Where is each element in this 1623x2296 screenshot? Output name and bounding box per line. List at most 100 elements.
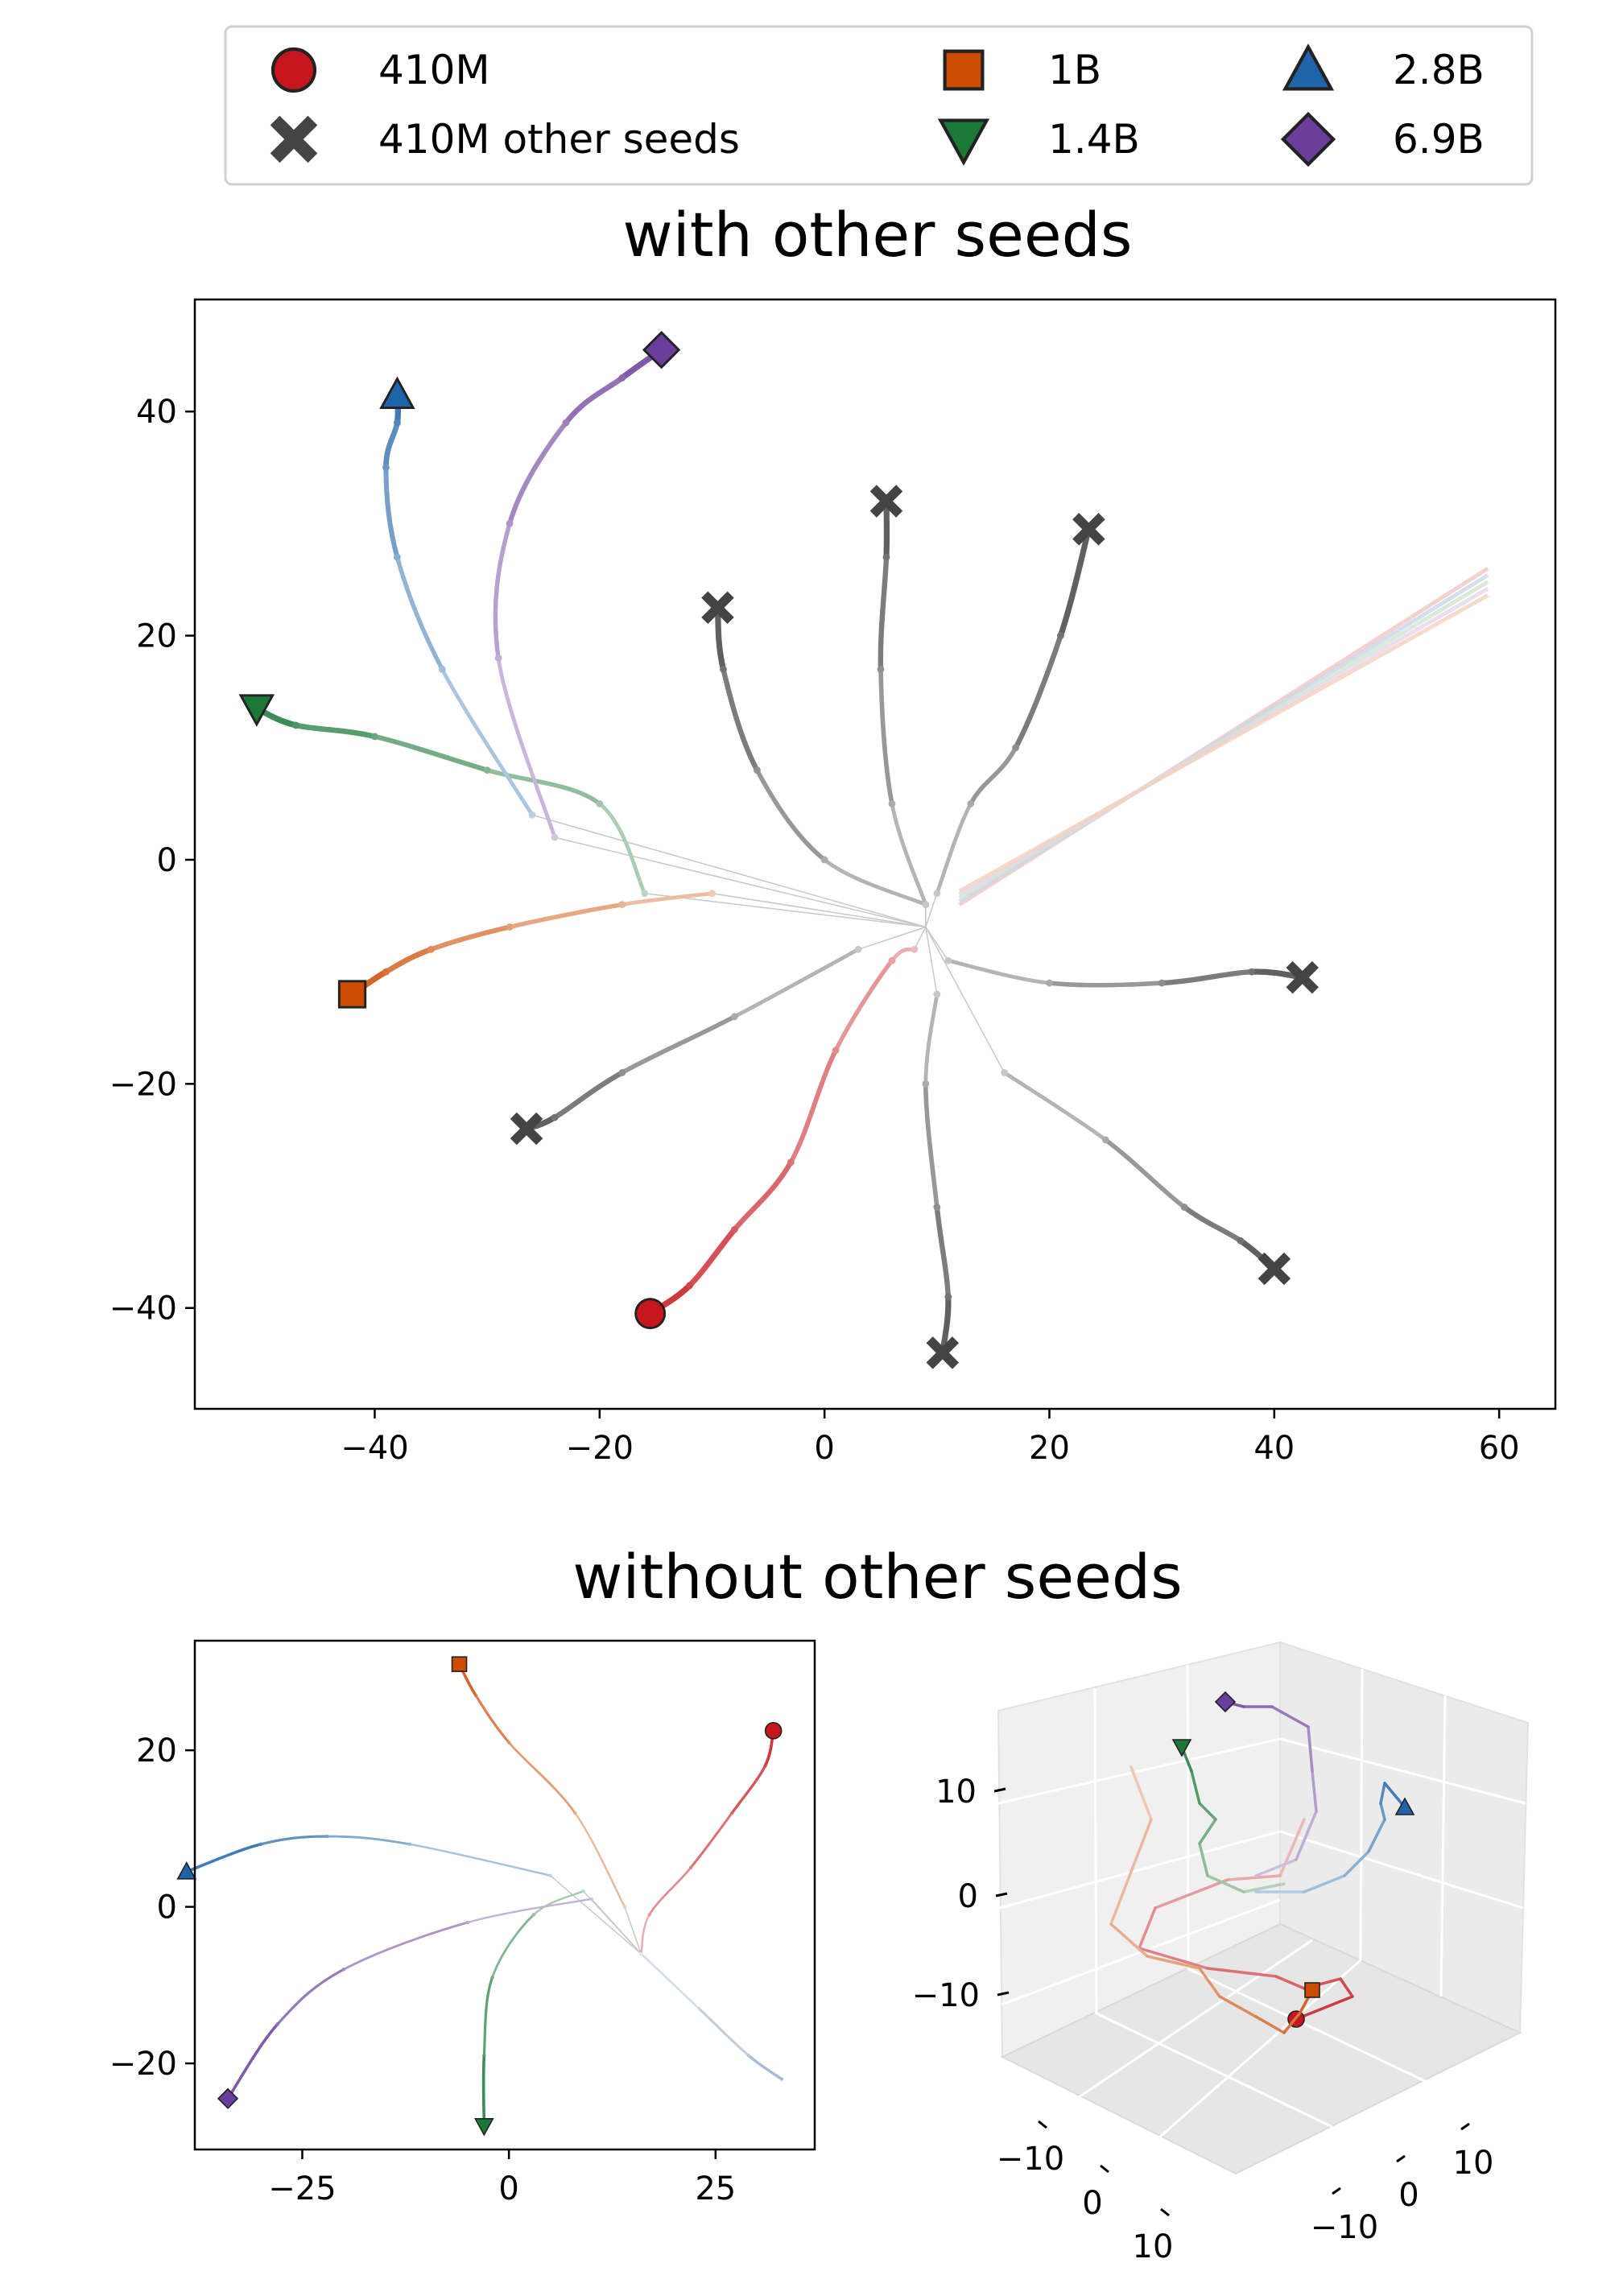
- trajectory-segment: [1379, 1782, 1386, 1805]
- y-tick-label: 10: [1453, 2145, 1494, 2182]
- data-point: [708, 890, 716, 898]
- data-point: [596, 799, 604, 807]
- plot-frame: [193, 1639, 816, 2151]
- end-marker-x: [926, 1336, 960, 1369]
- trajectory-segment: [259, 1835, 328, 1846]
- y-tick-label: 0: [157, 1889, 177, 1926]
- trajectory-segment: [620, 891, 714, 907]
- data-point: [1237, 1237, 1245, 1245]
- series-6-9b: [217, 1897, 593, 2109]
- data-point: [944, 1293, 952, 1301]
- end-marker-x-stroke: [1258, 1252, 1291, 1286]
- data-point: [506, 923, 514, 931]
- y-tick-label: −40: [109, 1290, 177, 1328]
- data-point: [1248, 968, 1256, 976]
- data-point: [382, 968, 390, 976]
- data-point: [482, 2054, 486, 2058]
- data-point: [531, 1913, 536, 1917]
- data-point: [779, 2077, 784, 2081]
- legend-marker-stroke: [270, 115, 318, 163]
- data-point: [407, 1842, 412, 1846]
- trajectory-segment: [466, 1898, 593, 1924]
- data-point: [933, 990, 941, 998]
- legend-entry: 6.9B: [1280, 111, 1485, 167]
- series-1b: [451, 1656, 627, 1909]
- legend: 410M 410M other seeds 1B 1.4B 2.8B 6.9B: [224, 25, 1534, 186]
- trajectory-segment: [474, 1694, 510, 1744]
- trajectory-segment: [493, 521, 512, 661]
- top-plot: −40 −20 0 20 40 60 −40 −20 0 20 40: [109, 298, 1557, 1467]
- z-tick-label: 0: [958, 1878, 978, 1915]
- legend-entry: 1B: [943, 47, 1101, 93]
- trajectory-segment: [482, 1976, 494, 2057]
- trajectory-segment: [1226, 1874, 1282, 1881]
- bottom-right-3d-plot: 10 0 −10 −10 0 10 10 0 −10: [912, 1641, 1530, 2265]
- 3d-grid: [1279, 1830, 1524, 1910]
- data-point: [371, 733, 378, 741]
- 3d-grid: [1359, 1668, 1364, 1961]
- trajectory-segment: [1198, 1967, 1221, 1998]
- trajectory-segment: [1367, 1818, 1386, 1853]
- data-point: [820, 856, 828, 864]
- data-point: [618, 374, 626, 382]
- 3d-panes: [997, 1641, 1530, 2175]
- data-point: [647, 1913, 651, 1917]
- trajectory-segment: [1242, 1882, 1286, 1893]
- data-point: [763, 1764, 767, 1768]
- data-point: [427, 945, 435, 953]
- data-point: [1101, 1136, 1109, 1144]
- plot-area: [195, 299, 1555, 1409]
- trajectory-segment: [408, 1843, 551, 1877]
- x-tick: [1160, 2207, 1170, 2217]
- top-plot-title: with other seeds: [623, 199, 1133, 270]
- data-point: [325, 1834, 329, 1839]
- data-point: [641, 890, 649, 898]
- y-tick: [1460, 2122, 1470, 2131]
- legend-marker: [943, 49, 985, 91]
- trajectory-segment: [551, 1070, 625, 1121]
- trajectory-segment: [923, 992, 940, 1086]
- legend-entry: 410M other seeds: [270, 115, 740, 163]
- trajectory-segment: [732, 1159, 794, 1233]
- trajectory-segment: [1254, 2015, 1286, 2034]
- data-point: [551, 833, 559, 841]
- trajectory-segment: [619, 1014, 737, 1076]
- data-point: [589, 1897, 593, 1902]
- trajectory-segment: [394, 555, 444, 672]
- trajectory-segment: [325, 1835, 411, 1846]
- x-tick-label: 25: [695, 2170, 736, 2207]
- data-point: [1001, 1069, 1009, 1076]
- x-tick-label: −10: [997, 2141, 1064, 2178]
- data-point: [1158, 979, 1166, 987]
- end-marker-triangle-up: [379, 376, 415, 409]
- trajectory-segment: [1295, 1810, 1318, 1861]
- data-point: [730, 1811, 734, 1815]
- z-tick: [995, 1892, 1008, 1898]
- end-marker-x: [1072, 513, 1105, 546]
- end-marker-x: [1258, 1252, 1291, 1286]
- trajectory-segment: [1278, 1818, 1306, 1877]
- trajectory-segment: [1190, 1769, 1201, 1805]
- trajectory-segment: [733, 947, 861, 1019]
- data-point: [731, 1225, 738, 1233]
- end-marker-x-stroke: [701, 591, 734, 625]
- legend-label: 6.9B: [1393, 116, 1485, 163]
- end-marker-x-stroke: [510, 1112, 543, 1146]
- 3d-grid: [1439, 1695, 1447, 1997]
- end-marker-diamond: [217, 2087, 239, 2109]
- data-point: [922, 1080, 930, 1088]
- data-point: [394, 419, 401, 427]
- trajectory-segment: [1206, 1874, 1245, 1893]
- data-point: [562, 419, 570, 427]
- data-point: [720, 665, 727, 673]
- trajectory-segment: [1282, 2011, 1302, 2034]
- data-point: [1012, 744, 1019, 752]
- trajectory-segment: [1270, 1705, 1310, 1728]
- end-marker-x: [510, 1112, 543, 1146]
- trajectory-segment: [923, 1081, 940, 1210]
- data-point: [382, 464, 390, 472]
- connector-line: [591, 1898, 642, 1955]
- trajectory-segment: [507, 1741, 576, 1815]
- end-marker-square: [451, 1656, 468, 1672]
